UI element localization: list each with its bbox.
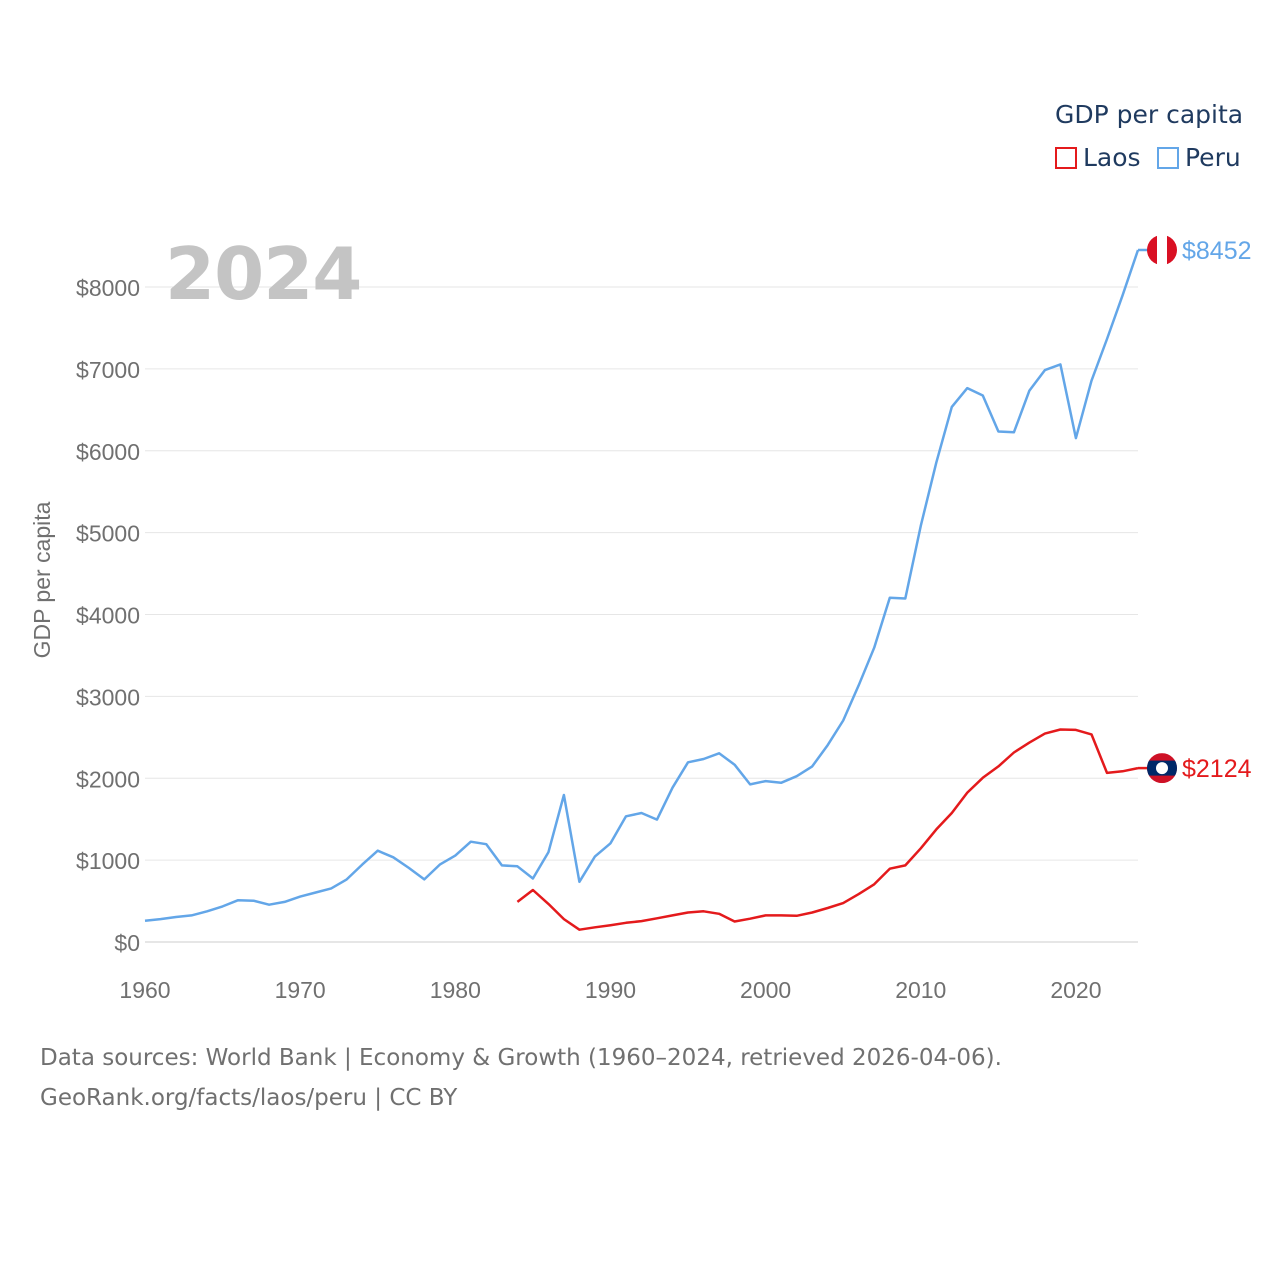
x-tick-label: 2010 xyxy=(895,977,946,1003)
legend-label-peru: Peru xyxy=(1185,143,1241,172)
x-tick-label: 2020 xyxy=(1050,977,1101,1003)
x-tick-label: 2000 xyxy=(740,977,791,1003)
y-tick-label: $0 xyxy=(114,930,140,956)
y-tick-label: $2000 xyxy=(76,766,140,792)
legend-swatch-peru xyxy=(1157,147,1179,169)
x-tick-label: 1980 xyxy=(430,977,481,1003)
y-tick-label: $5000 xyxy=(76,521,140,547)
legend-swatch-laos xyxy=(1055,147,1077,169)
legend-title: GDP per capita xyxy=(1055,100,1243,129)
y-tick-label: $6000 xyxy=(76,439,140,465)
source-line-1: Data sources: World Bank | Economy & Gro… xyxy=(40,1045,1002,1071)
peru-flag-icon xyxy=(1147,235,1177,265)
legend-item-peru[interactable]: Peru xyxy=(1157,143,1241,172)
y-tick-label: $1000 xyxy=(76,848,140,874)
source-line-2: GeoRank.org/facts/laos/peru | CC BY xyxy=(40,1085,457,1111)
end-label-peru: $8452 xyxy=(1182,237,1252,265)
y-axis-title: GDP per capita xyxy=(29,501,55,658)
legend-label-laos: Laos xyxy=(1083,143,1141,172)
end-label-laos: $2124 xyxy=(1182,755,1252,783)
x-tick-label: 1990 xyxy=(585,977,636,1003)
series-line-laos xyxy=(517,730,1138,930)
x-tick-label: 1960 xyxy=(119,977,170,1003)
y-tick-label: $4000 xyxy=(76,603,140,629)
x-tick-label: 1970 xyxy=(275,977,326,1003)
year-label: 2024 xyxy=(165,232,361,316)
y-tick-label: $7000 xyxy=(76,357,140,383)
y-tick-label: $3000 xyxy=(76,684,140,710)
series-line-peru xyxy=(145,250,1138,921)
laos-flag-icon xyxy=(1147,753,1177,783)
legend-item-laos[interactable]: Laos xyxy=(1055,143,1141,172)
y-tick-label: $8000 xyxy=(76,275,140,301)
